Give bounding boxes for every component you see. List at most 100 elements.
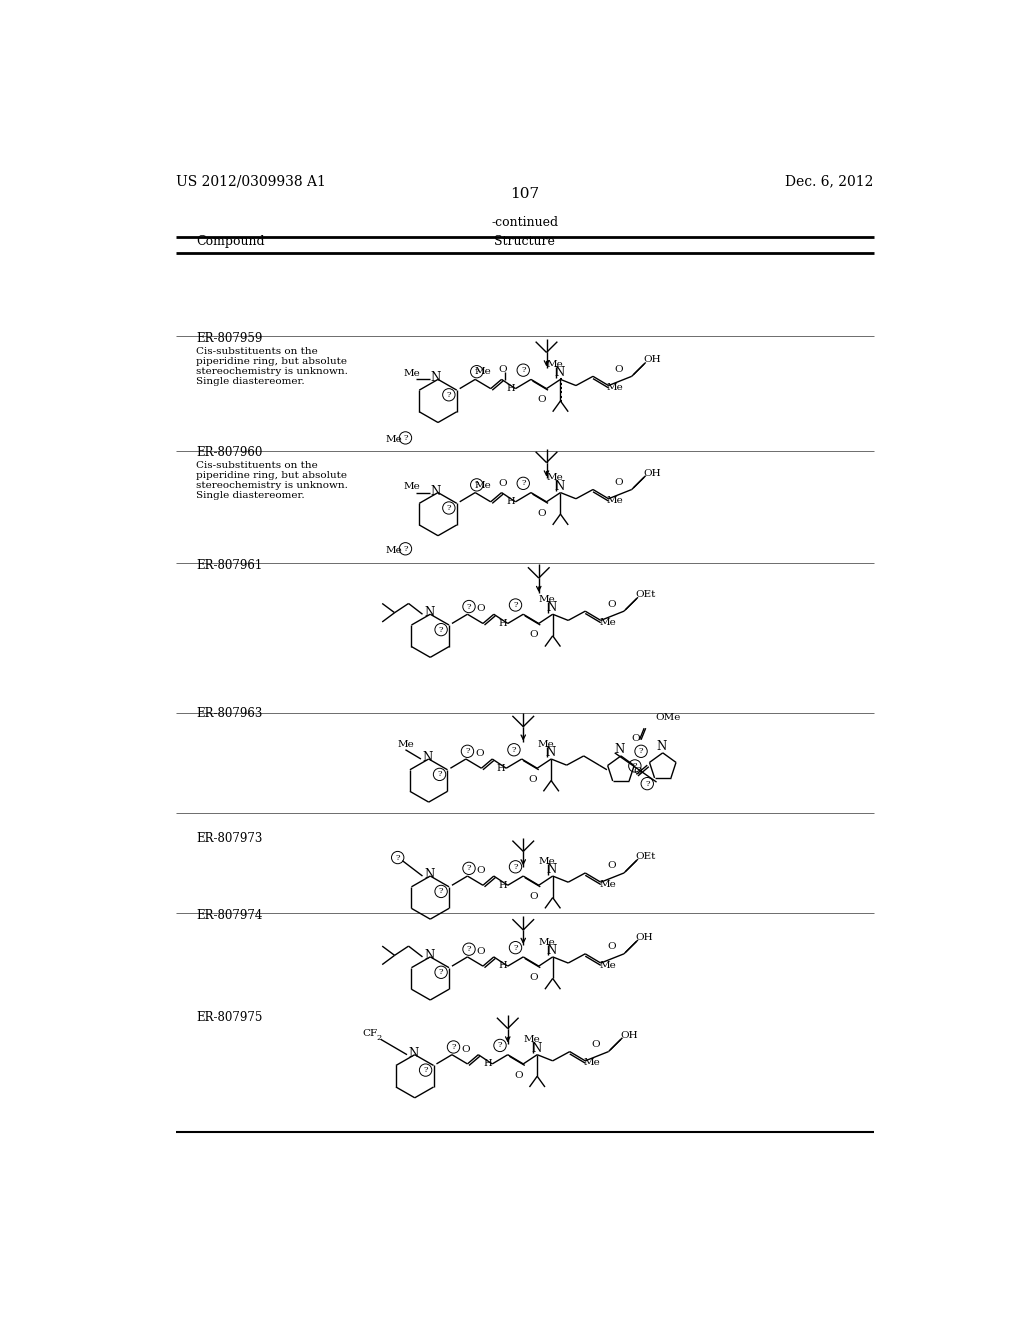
Text: ?: ? [467,865,471,873]
Text: Me: Me [403,368,420,378]
Text: 2: 2 [376,1034,381,1041]
Text: ER-807959: ER-807959 [197,331,262,345]
Text: OH: OH [636,933,653,942]
Text: ER-807960: ER-807960 [197,446,262,458]
Text: ?: ? [423,1067,428,1074]
Text: Cis-substituents on the: Cis-substituents on the [197,461,317,470]
Text: H: H [499,880,507,890]
Text: ER-807961: ER-807961 [197,558,262,572]
Text: O: O [514,1071,522,1080]
Text: O: O [632,734,640,743]
Text: O: O [607,599,615,609]
Text: ?: ? [446,391,452,399]
Text: piperidine ring, but absolute: piperidine ring, but absolute [197,356,347,366]
Text: O: O [633,767,642,776]
Text: ?: ? [439,887,443,895]
Text: O: O [477,605,485,614]
Text: O: O [499,479,507,488]
Text: H: H [497,763,506,772]
Text: O: O [607,862,615,870]
Text: N: N [547,863,557,876]
Text: N: N [430,484,440,498]
Text: H: H [506,384,515,393]
Text: Me: Me [599,880,616,888]
Text: ?: ? [512,746,516,754]
Text: OH: OH [643,469,662,478]
Text: Me: Me [584,1059,600,1068]
Text: ER-807975: ER-807975 [197,1011,262,1024]
Text: N: N [547,601,557,614]
Text: Me: Me [403,482,420,491]
Text: ?: ? [439,969,443,977]
Text: O: O [607,942,615,952]
Text: O: O [461,1044,470,1053]
Text: ER-807963: ER-807963 [197,708,262,721]
Text: OMe: OMe [655,714,680,722]
Text: Me: Me [539,595,555,605]
Text: ?: ? [513,601,518,609]
Text: N: N [545,746,555,759]
Text: H: H [499,619,507,628]
Text: ?: ? [633,762,637,770]
Text: N: N [423,751,433,764]
Text: H: H [506,498,515,506]
Text: Me: Me [385,545,402,554]
Text: Dec. 6, 2012: Dec. 6, 2012 [785,174,873,189]
Text: O: O [592,1040,600,1049]
Text: Me: Me [547,474,563,482]
Text: Me: Me [599,961,616,970]
Text: ?: ? [403,545,408,553]
Text: N: N [554,367,564,379]
Text: O: O [614,364,624,374]
Text: OH: OH [643,355,662,364]
Text: Me: Me [385,434,402,444]
Text: stereochemistry is unknown.: stereochemistry is unknown. [197,480,348,490]
Text: Me: Me [474,480,492,490]
Text: ?: ? [467,602,471,611]
Text: Me: Me [607,383,624,392]
Text: ER-807973: ER-807973 [197,832,262,845]
Text: Cis-substituents on the: Cis-substituents on the [197,347,317,356]
Text: O: O [538,508,546,517]
Text: O: O [614,478,624,487]
Text: ER-807974: ER-807974 [197,909,262,923]
Text: 107: 107 [510,187,540,202]
Text: N: N [531,1041,542,1055]
Text: N: N [424,949,434,962]
Text: N: N [409,1047,419,1060]
Text: ?: ? [467,945,471,953]
Text: ?: ? [437,771,441,779]
Text: ?: ? [521,366,525,374]
Text: -continued: -continued [492,216,558,230]
Text: ?: ? [452,1043,456,1051]
Text: Compound: Compound [197,235,265,248]
Text: ?: ? [513,944,518,952]
Text: O: O [499,366,507,375]
Text: Structure: Structure [495,235,555,248]
Text: Me: Me [547,360,563,370]
Text: OEt: OEt [636,853,656,861]
Text: O: O [529,973,538,982]
Text: ?: ? [645,780,649,788]
Text: piperidine ring, but absolute: piperidine ring, but absolute [197,471,347,480]
Text: O: O [477,946,485,956]
Text: OH: OH [621,1031,638,1040]
Text: Me: Me [539,857,555,866]
Text: OEt: OEt [636,590,656,599]
Text: N: N [614,743,625,756]
Text: O: O [477,866,485,875]
Text: O: O [475,748,483,758]
Text: Me: Me [607,496,624,506]
Text: ?: ? [639,747,643,755]
Text: ?: ? [513,863,518,871]
Text: O: O [529,631,538,639]
Text: O: O [529,892,538,902]
Text: ?: ? [439,626,443,634]
Text: stereochemistry is unknown.: stereochemistry is unknown. [197,367,348,376]
Text: N: N [424,606,434,619]
Text: ?: ? [498,1041,502,1049]
Text: O: O [528,775,537,784]
Text: ?: ? [465,747,470,755]
Text: H: H [483,1059,492,1068]
Text: ?: ? [521,479,525,487]
